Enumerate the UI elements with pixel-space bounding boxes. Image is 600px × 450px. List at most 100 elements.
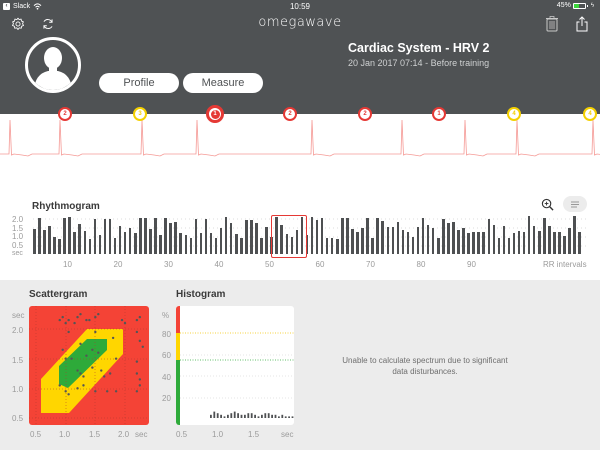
hist-y-tick: 80 bbox=[162, 330, 171, 339]
rhythm-y-unit: sec bbox=[12, 250, 23, 257]
rr-bar bbox=[452, 222, 455, 254]
rr-bar bbox=[522, 231, 526, 254]
rr-bar bbox=[33, 228, 36, 254]
ecg-trace bbox=[0, 119, 600, 157]
rr-bar bbox=[103, 219, 107, 254]
sync-button[interactable] bbox=[40, 16, 56, 32]
rr-bar bbox=[164, 217, 167, 254]
rr-bar bbox=[497, 238, 501, 254]
rr-bar bbox=[401, 229, 405, 254]
rr-bar bbox=[88, 239, 92, 254]
trash-icon bbox=[546, 16, 558, 32]
back-icon: ‹ bbox=[3, 3, 10, 10]
profile-button[interactable]: Profile bbox=[99, 73, 179, 93]
rr-bar bbox=[240, 237, 243, 254]
rr-bar bbox=[558, 232, 561, 254]
rr-bar bbox=[325, 238, 329, 254]
scattergram-title: Scattergram bbox=[29, 289, 88, 300]
scattergram-chart[interactable] bbox=[29, 306, 149, 425]
rhythm-x-tick: 80 bbox=[416, 260, 426, 269]
rr-bar bbox=[199, 233, 203, 254]
rr-bar bbox=[98, 235, 102, 254]
rr-bar bbox=[396, 222, 400, 254]
event-marker[interactable]: 1 bbox=[432, 107, 446, 121]
menu-icon bbox=[571, 201, 579, 207]
rr-bar bbox=[538, 230, 541, 254]
rr-bar bbox=[154, 217, 157, 254]
scatter-x-tick: 1.5 bbox=[89, 430, 101, 439]
rr-bar bbox=[457, 229, 460, 254]
rr-bar bbox=[371, 237, 374, 254]
rr-bar bbox=[93, 218, 97, 254]
rr-bar bbox=[548, 226, 551, 254]
rr-bar bbox=[38, 217, 41, 254]
rr-bar bbox=[492, 224, 496, 254]
rr-bar bbox=[174, 222, 177, 254]
rr-bar bbox=[315, 220, 319, 254]
rr-bar bbox=[245, 220, 248, 254]
event-marker[interactable]: 2 bbox=[358, 107, 372, 121]
rr-bar bbox=[169, 222, 172, 254]
header: ‹ Slack 10:59 45% ϟ bbox=[0, 0, 600, 114]
share-button[interactable] bbox=[574, 14, 590, 34]
status-bar: ‹ Slack 10:59 45% ϟ bbox=[0, 0, 600, 14]
rr-bar bbox=[43, 229, 46, 254]
options-button[interactable] bbox=[563, 196, 587, 212]
event-marker[interactable]: 4 bbox=[583, 107, 597, 121]
rr-bar bbox=[543, 217, 546, 254]
rhythm-y-tick: 1.5 bbox=[12, 224, 24, 233]
zoom-button[interactable] bbox=[539, 196, 555, 212]
event-marker[interactable]: 2 bbox=[58, 107, 72, 121]
delete-button[interactable] bbox=[544, 14, 560, 34]
scatter-x-unit: sec bbox=[135, 430, 148, 439]
event-marker[interactable]: 3 bbox=[133, 107, 147, 121]
rr-bar bbox=[209, 233, 213, 254]
rr-bar bbox=[149, 228, 152, 254]
rhythmogram-bars[interactable] bbox=[33, 216, 593, 254]
rr-bar bbox=[553, 231, 556, 254]
rr-bar bbox=[108, 218, 112, 254]
event-marker[interactable]: 4 bbox=[507, 107, 521, 121]
selection-window[interactable] bbox=[271, 215, 307, 258]
rhythmogram-panel: Rhythmogram 2.0 1.5 1.0 0.5 sec bbox=[0, 194, 600, 280]
rr-bar bbox=[83, 230, 86, 254]
rr-bar bbox=[184, 235, 187, 254]
rr-bar bbox=[346, 217, 349, 254]
rr-bar bbox=[144, 217, 147, 254]
rr-bar bbox=[341, 217, 344, 254]
ecg-strip[interactable]: 2 3 1 2 2 1 4 4 bbox=[0, 105, 600, 194]
scatter-x-tick: 1.0 bbox=[59, 430, 71, 439]
rr-bar bbox=[527, 216, 531, 254]
scatter-y-tick: 1.0 bbox=[12, 385, 24, 394]
scatter-plot bbox=[29, 306, 149, 425]
event-marker[interactable]: 2 bbox=[283, 107, 297, 121]
rr-bar bbox=[381, 221, 384, 254]
rr-bar bbox=[406, 231, 410, 254]
rr-bar bbox=[426, 224, 430, 254]
rr-bar bbox=[68, 216, 71, 254]
measure-button[interactable]: Measure bbox=[183, 73, 263, 93]
page-title: Cardiac System - HRV 2 bbox=[348, 41, 490, 55]
rr-bar bbox=[411, 236, 415, 254]
settings-button[interactable] bbox=[10, 16, 26, 32]
rr-bar bbox=[229, 222, 233, 254]
rr-bar bbox=[224, 216, 228, 254]
rr-bar bbox=[361, 228, 364, 254]
rr-bar bbox=[532, 226, 536, 254]
zoom-in-icon bbox=[541, 198, 554, 211]
event-marker[interactable]: 1 bbox=[206, 105, 224, 123]
avatar[interactable] bbox=[25, 37, 81, 93]
hist-y-unit: % bbox=[162, 311, 170, 320]
histogram-chart[interactable] bbox=[176, 306, 294, 425]
rr-bar bbox=[235, 234, 238, 254]
rr-bar bbox=[416, 227, 420, 254]
rr-bar bbox=[376, 217, 379, 254]
rhythm-y-tick: 0.5 bbox=[12, 241, 24, 250]
scatter-y-tick: 2.0 bbox=[12, 326, 24, 335]
scatter-y-tick: 1.5 bbox=[12, 356, 24, 365]
back-to-app[interactable]: ‹ Slack bbox=[3, 3, 42, 10]
gear-icon bbox=[12, 17, 24, 30]
rr-bar bbox=[113, 238, 117, 254]
hist-y-tick: 20 bbox=[162, 394, 171, 403]
